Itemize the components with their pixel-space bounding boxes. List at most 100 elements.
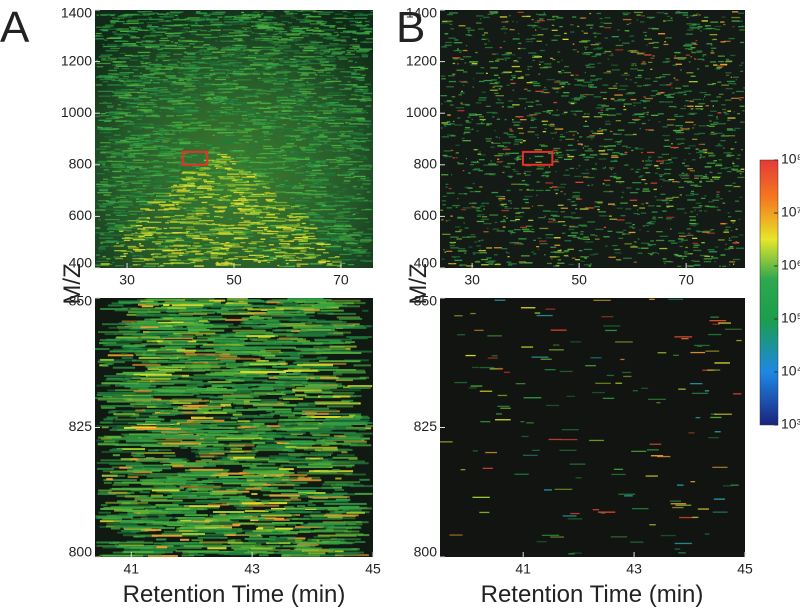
signal-streak (352, 73, 360, 74)
signal-streak (347, 81, 351, 82)
signal-streak (345, 18, 354, 19)
signal-streak (294, 227, 307, 228)
signal-streak (101, 504, 108, 506)
signal-streak (129, 514, 135, 516)
signal-streak (141, 214, 145, 215)
signal-streak (226, 447, 237, 449)
signal-streak (253, 222, 260, 223)
signal-streak (176, 550, 220, 552)
signal-streak (170, 412, 203, 414)
signal-streak (255, 346, 294, 348)
signal-streak (190, 356, 220, 358)
signal-streak (295, 205, 300, 206)
signal-streak (272, 36, 282, 37)
signal-streak (147, 299, 181, 301)
signal-streak (299, 466, 330, 468)
signal-streak (216, 262, 218, 263)
signal-streak (320, 471, 330, 473)
signal-streak (337, 538, 361, 540)
signal-streak (219, 143, 234, 144)
signal-streak (296, 139, 302, 140)
signal-streak (225, 259, 234, 260)
signal-streak (337, 191, 345, 192)
signal-streak (183, 68, 192, 69)
signal-streak (215, 456, 233, 458)
signal-streak (276, 343, 302, 345)
signal-streak (266, 187, 271, 188)
signal-streak (237, 130, 252, 131)
signal-streak (106, 157, 112, 158)
signal-streak (153, 106, 158, 107)
signal-streak (96, 184, 108, 185)
signal-streak (252, 387, 286, 389)
signal-streak (170, 138, 178, 139)
signal-streak (192, 211, 207, 212)
signal-streak (162, 443, 201, 445)
signal-streak (360, 240, 373, 241)
signal-streak (229, 219, 232, 220)
signal-streak (353, 186, 357, 187)
signal-streak (252, 215, 255, 216)
signal-streak (226, 46, 231, 47)
signal-streak (364, 164, 371, 165)
signal-streak (316, 161, 320, 162)
signal-streak (263, 164, 265, 165)
signal-streak (225, 261, 229, 262)
signal-streak (169, 70, 171, 71)
signal-streak (181, 219, 187, 220)
signal-streak (158, 515, 166, 517)
signal-streak (296, 59, 300, 60)
signal-streak (343, 157, 347, 158)
signal-streak (207, 172, 221, 173)
signal-streak (168, 237, 182, 238)
signal-streak (199, 169, 203, 170)
signal-streak (339, 58, 348, 59)
signal-streak (257, 63, 266, 64)
signal-streak (260, 71, 265, 72)
signal-streak (187, 218, 201, 219)
signal-streak (178, 357, 220, 359)
signal-streak (179, 197, 184, 198)
signal-streak (114, 68, 119, 69)
signal-streak (274, 86, 287, 87)
signal-streak (184, 545, 204, 547)
signal-streak (122, 510, 162, 512)
signal-streak (355, 416, 362, 418)
signal-streak (119, 78, 128, 79)
signal-streak (100, 233, 104, 234)
signal-streak (320, 54, 324, 55)
signal-streak (167, 101, 180, 102)
signal-streak (348, 199, 362, 200)
signal-streak (282, 145, 297, 146)
signal-streak (357, 25, 367, 26)
signal-streak (367, 255, 371, 256)
signal-streak (120, 199, 128, 200)
signal-streak (172, 126, 182, 127)
signal-streak (302, 150, 305, 151)
signal-streak (208, 91, 214, 92)
signal-streak (297, 364, 333, 366)
signal-streak (98, 490, 112, 492)
signal-streak (214, 218, 221, 219)
signal-streak (324, 175, 336, 176)
signal-streak (290, 355, 303, 357)
signal-streak (194, 153, 206, 154)
signal-streak (284, 170, 294, 171)
signal-streak (295, 239, 303, 240)
signal-streak (254, 12, 260, 13)
signal-streak (113, 484, 130, 486)
signal-streak (215, 247, 223, 248)
signal-streak (328, 138, 340, 139)
signal-streak (119, 162, 123, 163)
signal-streak (262, 78, 270, 79)
signal-streak (292, 31, 305, 32)
signal-streak (296, 447, 337, 449)
signal-streak (298, 353, 321, 355)
signal-streak (172, 189, 179, 190)
signal-streak (254, 472, 290, 474)
x-tick-label: 30 (119, 272, 135, 288)
signal-streak (96, 385, 110, 387)
signal-streak (366, 112, 369, 113)
signal-streak (112, 235, 122, 236)
signal-streak (291, 17, 298, 18)
